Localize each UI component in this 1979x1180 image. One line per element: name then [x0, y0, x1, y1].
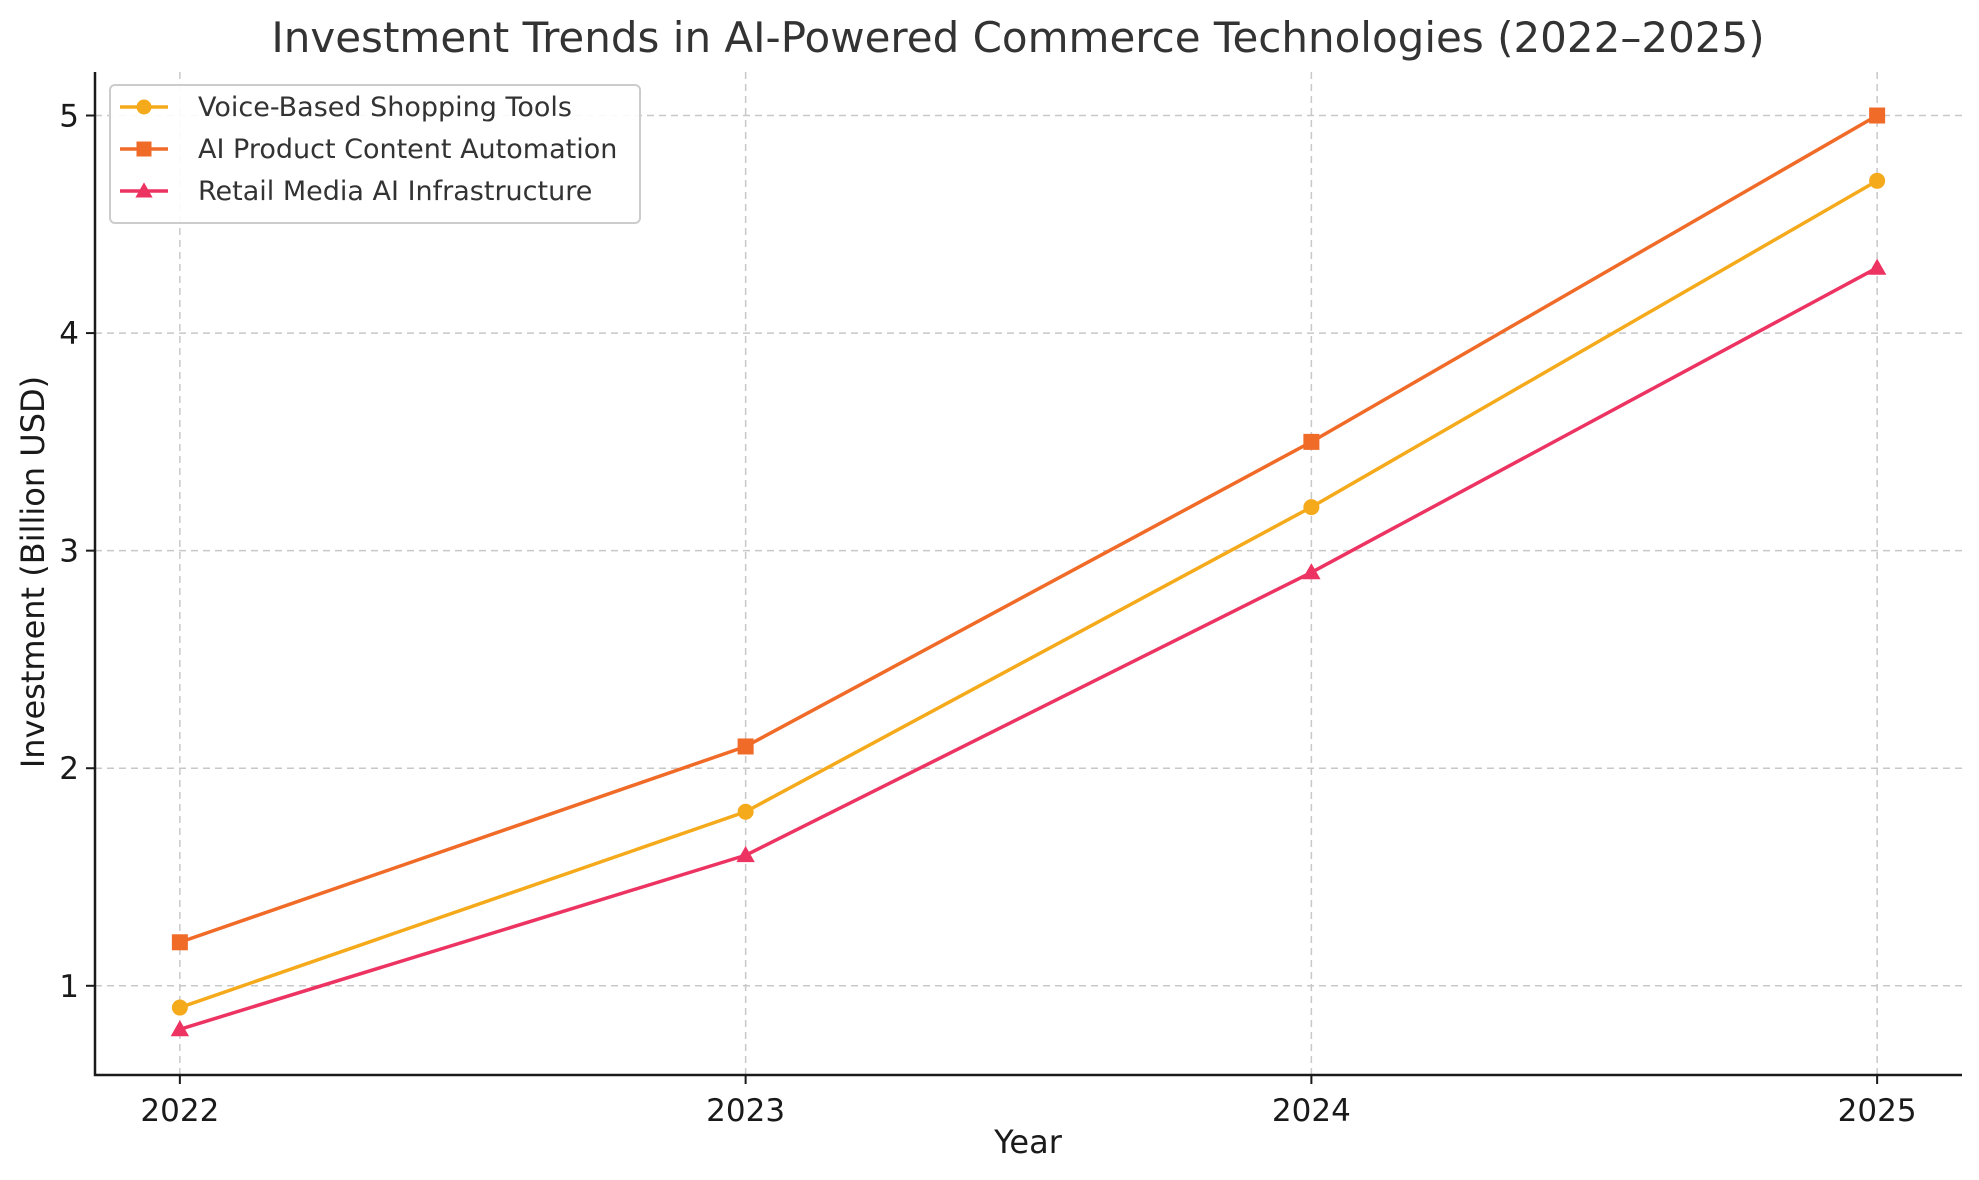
- series-line: [179, 179, 1879, 1010]
- data-point: [171, 999, 188, 1016]
- x-axis-label: Year: [993, 1123, 1063, 1161]
- y-tick-label: 2: [59, 751, 79, 787]
- data-point: [1302, 563, 1321, 580]
- series-1: [171, 172, 1886, 1016]
- data-point: [1303, 499, 1320, 516]
- x-tick-label: 2025: [1838, 1093, 1917, 1129]
- series-line: [179, 266, 1878, 1031]
- series-3: [170, 258, 1887, 1037]
- axis-spines: [93, 72, 1962, 1077]
- data-point: [1303, 433, 1320, 450]
- data-point: [171, 934, 188, 951]
- data-point: [736, 846, 755, 863]
- y-axis-label: Investment (Billion USD): [14, 376, 52, 768]
- legend-label: Retail Media AI Infrastructure: [198, 176, 592, 207]
- legend-item: AI Product Content Automation: [120, 134, 617, 165]
- data-point: [1869, 107, 1886, 124]
- axes: 2022 2023 2024 2025 1 2 3 4 5: [59, 72, 1962, 1129]
- y-tick-label: 1: [59, 969, 79, 1005]
- legend-box: [109, 84, 641, 224]
- data-point: [1869, 172, 1886, 189]
- x-tick-label: 2023: [706, 1093, 785, 1129]
- series-group: [170, 107, 1887, 1037]
- legend-item: Voice-Based Shopping Tools: [120, 92, 572, 123]
- data-point: [1867, 258, 1887, 275]
- legend-swatch-marker: [136, 99, 152, 115]
- data-point: [737, 738, 754, 755]
- legend-swatch-marker: [136, 141, 152, 157]
- legend-item: Retail Media AI Infrastructure: [120, 176, 592, 207]
- data-point: [170, 1020, 190, 1037]
- chart-title: Investment Trends in AI-Powered Commerce…: [271, 13, 1764, 62]
- series-line: [179, 113, 1879, 944]
- y-tick-label: 4: [59, 316, 79, 352]
- series-2: [171, 107, 1886, 951]
- y-tick-label: 5: [59, 99, 79, 135]
- legend-swatch-marker: [135, 182, 153, 198]
- y-tick-label: 3: [59, 534, 79, 570]
- legend-label: AI Product Content Automation: [198, 134, 617, 165]
- legend: Voice-Based Shopping Tools AI Product Con…: [109, 84, 641, 224]
- legend-label: Voice-Based Shopping Tools: [198, 92, 572, 123]
- data-point: [737, 803, 754, 820]
- x-tick-label: 2022: [140, 1093, 219, 1129]
- x-tick-label: 2024: [1272, 1093, 1351, 1129]
